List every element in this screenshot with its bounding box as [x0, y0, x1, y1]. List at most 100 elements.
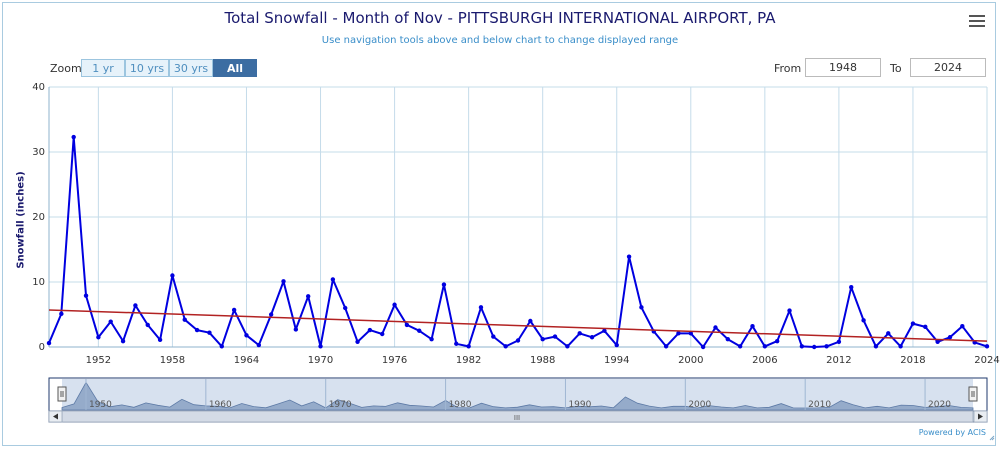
chart-subtitle: Use navigation tools above and below cha… — [321, 35, 679, 46]
navigator-year-label: 2000 — [688, 400, 711, 410]
data-point — [910, 321, 916, 326]
data-point — [886, 331, 891, 336]
data-point — [454, 341, 459, 346]
data-point — [120, 338, 126, 344]
data-point — [392, 302, 397, 307]
data-point — [836, 339, 842, 344]
data-point — [268, 312, 274, 317]
navigator-series-area — [61, 381, 974, 411]
data-point — [960, 324, 965, 329]
data-point — [528, 318, 533, 324]
navigator-selection — [62, 379, 973, 410]
data-point — [83, 293, 89, 298]
data-point — [367, 327, 373, 333]
data-point — [108, 319, 113, 324]
zoom-1yr-button[interactable]: 1 yr — [81, 59, 125, 77]
x-tick-label: 1958 — [160, 355, 185, 366]
data-point — [194, 327, 200, 333]
resize-corner-icon — [989, 435, 995, 441]
data-point — [231, 307, 237, 313]
snowfall-series-line — [48, 136, 988, 348]
data-point — [799, 344, 805, 349]
data-point — [133, 303, 138, 308]
data-point — [750, 324, 755, 329]
x-tick-label: 1970 — [308, 355, 333, 366]
zoom-10yrs-button[interactable]: 10 yrs — [125, 59, 169, 77]
data-point — [343, 305, 348, 311]
data-point — [713, 325, 718, 330]
data-point — [441, 282, 447, 287]
data-point — [614, 342, 619, 348]
data-point — [46, 340, 52, 346]
data-point — [552, 334, 558, 339]
data-point — [157, 337, 163, 343]
data-point — [688, 331, 693, 336]
data-point — [984, 344, 990, 349]
hamburger-menu-icon[interactable] — [969, 15, 985, 29]
navigator-year-label: 1960 — [209, 400, 232, 410]
data-point — [787, 308, 792, 313]
navigator-year-label: 1980 — [449, 400, 472, 410]
x-tick-label: 2018 — [900, 355, 925, 366]
y-tick-label: 0 — [39, 342, 45, 353]
y-tick-label: 20 — [32, 212, 45, 223]
x-tick-label: 1952 — [86, 355, 111, 366]
data-point — [293, 327, 299, 332]
navigator-year-label: 1950 — [89, 400, 112, 410]
zoom-all-button[interactable]: All — [213, 59, 257, 77]
data-point — [244, 333, 249, 338]
data-point — [639, 305, 644, 310]
data-point — [626, 254, 632, 259]
data-point — [170, 273, 175, 278]
data-point — [59, 311, 64, 317]
data-point — [947, 335, 953, 340]
data-point — [873, 344, 879, 349]
data-point — [219, 344, 224, 349]
data-point — [725, 337, 731, 342]
trend-line — [48, 309, 988, 342]
data-point — [589, 335, 595, 340]
data-point — [676, 331, 681, 336]
data-point — [923, 324, 928, 330]
data-point — [898, 344, 903, 349]
data-point — [71, 134, 76, 140]
data-point — [737, 344, 743, 349]
data-point — [380, 331, 385, 337]
zoom-label: Zoom — [50, 62, 82, 75]
chart-title: Total Snowfall - Month of Nov - PITTSBUR… — [224, 9, 776, 27]
from-label: From — [774, 62, 802, 75]
x-tick-label: 2000 — [678, 355, 703, 366]
x-tick-label: 1982 — [456, 355, 481, 366]
data-point — [602, 328, 607, 333]
data-point — [429, 337, 434, 342]
data-point — [466, 344, 471, 349]
data-point — [812, 344, 817, 350]
to-input[interactable]: 2024 — [910, 58, 986, 77]
powered-by-credit[interactable]: Powered by ACIS — [918, 428, 986, 437]
to-label: To — [890, 62, 902, 75]
x-tick-label: 2024 — [974, 355, 999, 366]
data-point — [417, 328, 422, 333]
y-tick-label: 40 — [32, 82, 45, 93]
data-point — [96, 335, 101, 340]
zoom-30yrs-button[interactable]: 30 yrs — [169, 59, 213, 77]
x-tick-label: 2012 — [826, 355, 851, 366]
data-point — [700, 344, 706, 350]
data-point — [478, 305, 484, 310]
x-tick-label: 1964 — [234, 355, 259, 366]
x-tick-label: 2006 — [752, 355, 777, 366]
navigator-right-handle[interactable] — [968, 386, 978, 402]
data-point — [404, 322, 410, 328]
data-point — [182, 317, 187, 322]
navigator-year-label: 1990 — [568, 400, 591, 410]
navigator-year-label: 2020 — [928, 400, 951, 410]
data-point — [663, 344, 669, 349]
data-point — [305, 294, 311, 299]
y-tick-label: 30 — [32, 147, 45, 158]
x-tick-label: 1988 — [530, 355, 555, 366]
y-tick-label: 10 — [32, 277, 45, 288]
from-input[interactable]: 1948 — [805, 58, 881, 77]
data-point — [318, 344, 323, 349]
data-point — [774, 338, 780, 344]
navigator-left-handle[interactable] — [57, 386, 67, 402]
